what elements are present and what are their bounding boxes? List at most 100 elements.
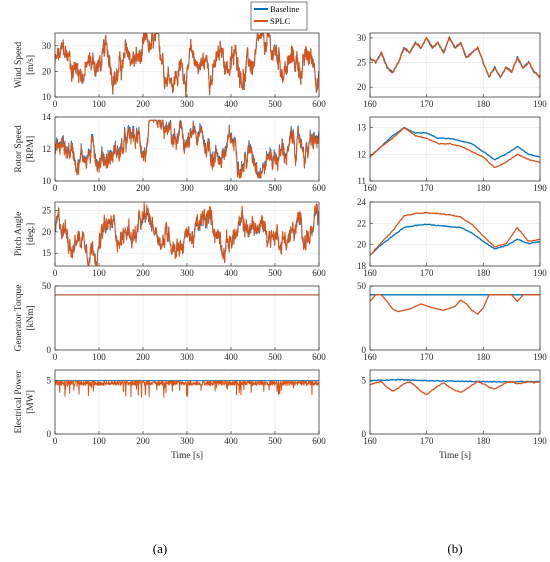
y-tick-label: 5 <box>362 376 367 386</box>
x-tick-label: 300 <box>180 352 194 362</box>
x-tick-label: 400 <box>224 436 238 446</box>
x-tick-label: 0 <box>53 183 58 193</box>
x-tick-label: 170 <box>420 183 434 193</box>
x-tick-label: 400 <box>224 99 238 109</box>
x-axis-label: Time [s] <box>439 451 471 461</box>
x-tick-label: 600 <box>312 99 326 109</box>
x-tick-label: 160 <box>363 436 377 446</box>
x-tick-label: 300 <box>180 183 194 193</box>
y-tick-label: 20 <box>357 82 367 92</box>
series-splc-line <box>55 380 319 398</box>
y-tick-label: 20 <box>42 227 52 237</box>
y-tick-label: 11 <box>357 176 366 186</box>
y-tick-label: 30 <box>42 41 52 51</box>
y-tick-label: 50 <box>357 281 367 291</box>
legend-splc-label: SPLC <box>270 16 291 26</box>
y-tick-label: 0 <box>47 345 52 355</box>
panel-a-row0: 0 100 200 300 400 500 600 10 20 30 Wind Speed [m/s] <box>14 32 326 109</box>
y-axis-label: Pitch Angle [deg.] <box>14 212 36 257</box>
x-tick-label: 200 <box>136 436 150 446</box>
x-tick-label: 180 <box>477 352 491 362</box>
x-tick-label: 100 <box>92 352 106 362</box>
x-tick-label: 190 <box>533 99 547 109</box>
x-tick-label: 0 <box>53 436 58 446</box>
x-tick-label: 500 <box>268 99 282 109</box>
x-axis-label: Time [s] <box>171 451 203 461</box>
x-tick-label: 190 <box>533 268 547 278</box>
series-splc-line <box>55 202 319 266</box>
x-tick-label: 600 <box>312 268 326 278</box>
axes-box <box>369 369 541 435</box>
y-tick-label: 13 <box>357 123 367 133</box>
series-splc-line <box>370 36 540 79</box>
y-axis-label: Generator Torque [kNm] <box>14 285 36 352</box>
series-splc-line <box>370 127 540 169</box>
x-tick-label: 200 <box>136 268 150 278</box>
y-tick-label: 25 <box>357 58 367 68</box>
panel-b-row0: 160 170 180 190 20 25 30 <box>357 32 547 109</box>
legend: Baseline SPLC <box>250 1 308 31</box>
x-tick-label: 500 <box>268 436 282 446</box>
axes-box <box>369 201 541 267</box>
plot-area <box>370 126 540 169</box>
y-axis-label: Wind Speed [m/s] <box>14 42 36 89</box>
x-tick-label: 190 <box>533 352 547 362</box>
plot-area <box>370 36 540 79</box>
x-tick-label: 180 <box>477 99 491 109</box>
y-tick-label: 10 <box>42 92 52 102</box>
x-tick-label: 100 <box>92 99 106 109</box>
y-tick-label: 30 <box>357 33 367 43</box>
x-tick-label: 300 <box>180 436 194 446</box>
axes-box <box>369 285 541 351</box>
x-tick-label: 500 <box>268 352 282 362</box>
x-tick-label: 200 <box>136 352 150 362</box>
x-tick-label: 180 <box>477 436 491 446</box>
series-baseline-line <box>370 36 540 79</box>
panel-b-row2: 160 170 180 190 18 20 22 24 <box>357 197 547 278</box>
series-baseline-line <box>370 223 540 256</box>
legend-baseline-label: Baseline <box>270 4 299 14</box>
panel-b-row3: 160 170 180 190 0 50 <box>357 281 547 362</box>
series-splc-line <box>370 211 540 256</box>
panel-b-row1: 160 170 180 190 11 12 13 <box>357 116 547 193</box>
y-tick-label: 14 <box>42 112 52 122</box>
y-tick-label: 12 <box>42 144 51 154</box>
x-tick-label: 170 <box>420 99 434 109</box>
y-tick-label: 22 <box>357 218 366 228</box>
series-splc-line <box>370 380 540 395</box>
x-tick-label: 600 <box>312 436 326 446</box>
x-tick-label: 600 <box>312 352 326 362</box>
y-tick-label: 12 <box>357 149 366 159</box>
x-tick-label: 0 <box>53 99 58 109</box>
series-splc-line <box>370 294 540 315</box>
series-splc-line <box>55 119 319 179</box>
x-tick-label: 100 <box>92 183 106 193</box>
panel-a-row4: 0 100 200 300 400 500 600 0 5 Electrical Power [MW… <box>14 370 326 461</box>
y-tick-label: 18 <box>357 261 367 271</box>
x-tick-label: 400 <box>224 183 238 193</box>
x-tick-label: 100 <box>92 436 106 446</box>
y-tick-label: 0 <box>362 429 367 439</box>
x-tick-label: 0 <box>53 352 58 362</box>
x-tick-label: 300 <box>180 268 194 278</box>
y-tick-label: 0 <box>47 429 52 439</box>
x-tick-label: 160 <box>363 352 377 362</box>
x-tick-label: 600 <box>312 183 326 193</box>
x-tick-label: 160 <box>363 183 377 193</box>
x-tick-label: 180 <box>477 183 491 193</box>
y-axis-label: Rotor Speed [RPM] <box>14 125 36 172</box>
x-tick-label: 200 <box>136 183 150 193</box>
panel-a-label: (a) <box>153 541 167 556</box>
x-tick-label: 400 <box>224 352 238 362</box>
plot-area <box>55 119 319 179</box>
panel-a-row1: 0 100 200 300 400 500 600 10 12 14 Rotor Speed [RPM… <box>14 112 326 193</box>
x-tick-label: 200 <box>136 99 150 109</box>
plot-area <box>55 380 319 398</box>
y-tick-label: 20 <box>42 66 52 76</box>
x-tick-label: 170 <box>420 268 434 278</box>
plot-area <box>55 202 319 266</box>
x-tick-label: 500 <box>268 183 282 193</box>
y-tick-label: 5 <box>47 376 52 386</box>
panel-a-row2: 0 100 200 300 400 500 600 15 20 25 Pitch Angle [deg… <box>14 201 326 278</box>
y-tick-label: 25 <box>42 206 52 216</box>
